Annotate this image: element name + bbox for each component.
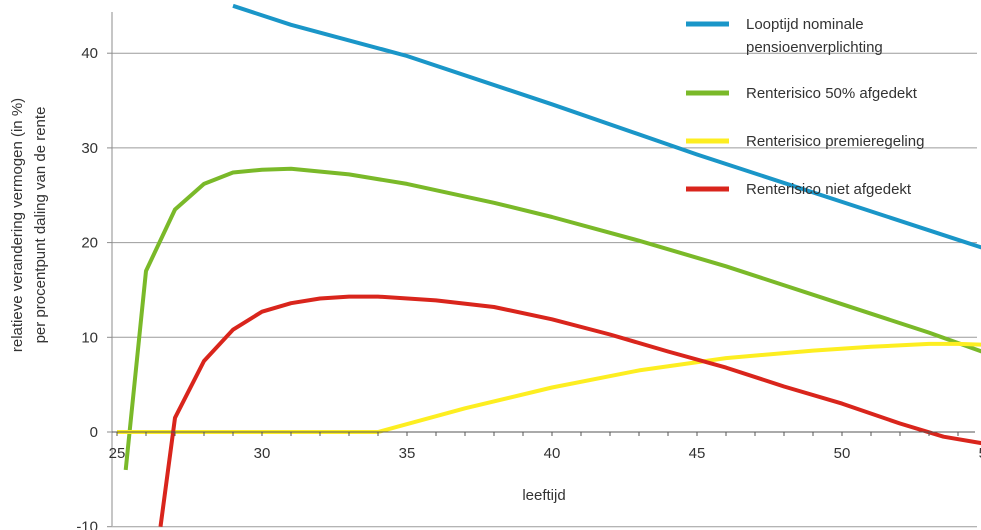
gridlines — [112, 52, 977, 528]
legend-label-1: Looptijd nominale — [746, 16, 864, 33]
x-tick-label: 40 — [544, 445, 561, 462]
series-line-1 — [232, 3, 981, 250]
series-line-2 — [123, 166, 981, 471]
x-tick-label: 50 — [834, 445, 851, 462]
y-tick-label: 10 — [81, 329, 98, 346]
x-tick-label: 55 — [979, 445, 981, 462]
y-tick-label: 40 — [81, 45, 98, 62]
y-axis-label-line: per procentpunt daling van de rente — [32, 107, 49, 344]
series-line-3 — [117, 341, 981, 434]
x-tick-label: 35 — [399, 445, 416, 462]
x-tick-label: 45 — [689, 445, 706, 462]
legend: Looptijd nominale pensioenverplichting Ren… — [686, 16, 924, 198]
y-tick-label: 30 — [81, 140, 98, 157]
legend-label-2: Renterisico 50% afgedekt — [746, 85, 918, 102]
legend-label-3: Renterisico premieregeling — [746, 133, 924, 150]
legend-label-4: Renterisico niet afgedekt — [746, 181, 912, 198]
y-tick-label: 0 — [90, 424, 98, 441]
x-tick-label: 30 — [254, 445, 271, 462]
y-tick-label: 20 — [81, 235, 98, 252]
series-lines — [117, 3, 981, 527]
x-axis-label: leeftijd — [522, 487, 565, 504]
y-axis-label: relatieve verandering vermogen (in %) per… — [9, 98, 49, 352]
legend-label-1: pensioenverplichting — [746, 39, 883, 56]
y-tick-label: -10 — [76, 519, 98, 530]
y-axis: -10 0 10 20 30 40 — [76, 12, 113, 530]
x-tick-label: 25 — [109, 445, 126, 462]
x-axis: 253035404550556065707580 — [109, 431, 981, 462]
y-axis-label-line: relatieve verandering vermogen (in %) — [9, 98, 26, 352]
series-line-4 — [158, 294, 981, 527]
